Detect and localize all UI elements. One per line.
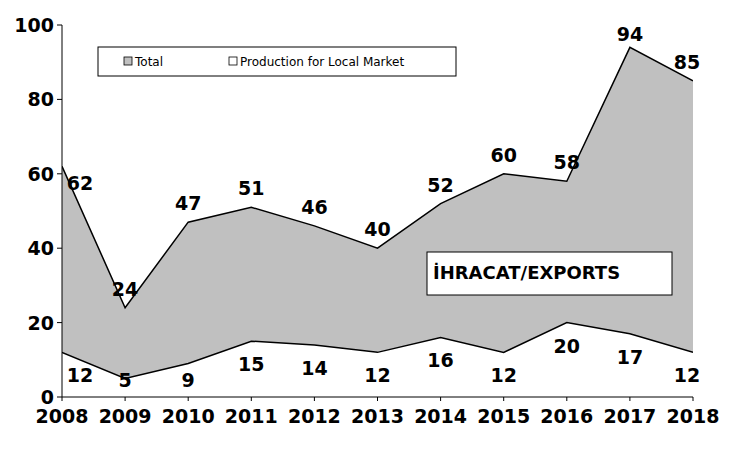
y-tick-label: 100 [14, 14, 54, 36]
legend-label: Total [134, 55, 163, 69]
data-label: 12 [674, 364, 700, 386]
legend-swatch [229, 57, 237, 65]
area-fill [62, 47, 693, 397]
data-label: 14 [301, 357, 327, 379]
y-tick [57, 25, 62, 26]
data-label: 46 [301, 196, 327, 218]
data-label: 9 [182, 369, 195, 391]
data-label: 12 [490, 364, 516, 386]
x-tick [251, 397, 252, 401]
y-tick [57, 322, 62, 323]
x-tick-label: 2012 [288, 405, 341, 427]
x-tick-label: 2011 [225, 405, 278, 427]
x-tick-label: 2014 [414, 405, 467, 427]
data-label: 24 [112, 278, 138, 300]
data-label: 94 [617, 23, 643, 45]
data-label: 5 [118, 369, 131, 391]
data-label: 12 [364, 364, 390, 386]
area-fill [62, 323, 693, 397]
x-tick-label: 2018 [667, 405, 720, 427]
legend: Total Production for Local Market [98, 47, 456, 76]
y-tick [57, 173, 62, 174]
x-tick-label: 2015 [477, 405, 530, 427]
legend-swatch [124, 57, 132, 65]
data-label: 15 [238, 353, 264, 375]
x-tick [440, 397, 441, 401]
x-tick [125, 397, 126, 401]
x-tick-label: 2009 [99, 405, 152, 427]
data-label: 85 [674, 51, 700, 73]
x-tick [566, 397, 567, 401]
data-label: 47 [175, 192, 201, 214]
x-tick-label: 2013 [351, 405, 404, 427]
data-label: 16 [427, 349, 453, 371]
x-tick [188, 397, 189, 401]
data-label: 20 [554, 335, 580, 357]
area-line [62, 47, 693, 307]
x-tick-label: 2017 [603, 405, 656, 427]
y-tick-label: 60 [28, 163, 54, 185]
y-tick [57, 99, 62, 100]
legend-label: Production for Local Market [240, 55, 404, 69]
legend-box [98, 47, 456, 76]
chart: 0204060801002008200920102011201220132014… [0, 0, 730, 457]
data-label: 17 [617, 346, 643, 368]
data-label: 62 [67, 172, 93, 194]
data-label: 40 [364, 218, 390, 240]
y-axis [62, 25, 63, 397]
y-tick-label: 20 [28, 312, 54, 334]
y-tick-label: 80 [28, 88, 54, 110]
x-tick [503, 397, 504, 401]
x-tick-label: 2008 [36, 405, 89, 427]
x-tick [377, 397, 378, 401]
x-tick-label: 2010 [162, 405, 215, 427]
y-tick [57, 397, 62, 398]
data-label: 12 [67, 364, 93, 386]
data-label: 51 [238, 177, 264, 199]
annotation: İHRACAT/EXPORTS [433, 262, 620, 283]
data-label: 60 [490, 144, 516, 166]
data-label: 52 [427, 174, 453, 196]
x-tick [693, 397, 694, 401]
x-tick [629, 397, 630, 401]
annotation-box [427, 252, 672, 295]
y-tick [57, 248, 62, 249]
y-tick-label: 40 [28, 237, 54, 259]
x-tick-label: 2016 [540, 405, 593, 427]
x-tick [314, 397, 315, 401]
plot-area [62, 47, 693, 397]
x-tick [62, 397, 63, 401]
data-label: 58 [554, 151, 580, 173]
